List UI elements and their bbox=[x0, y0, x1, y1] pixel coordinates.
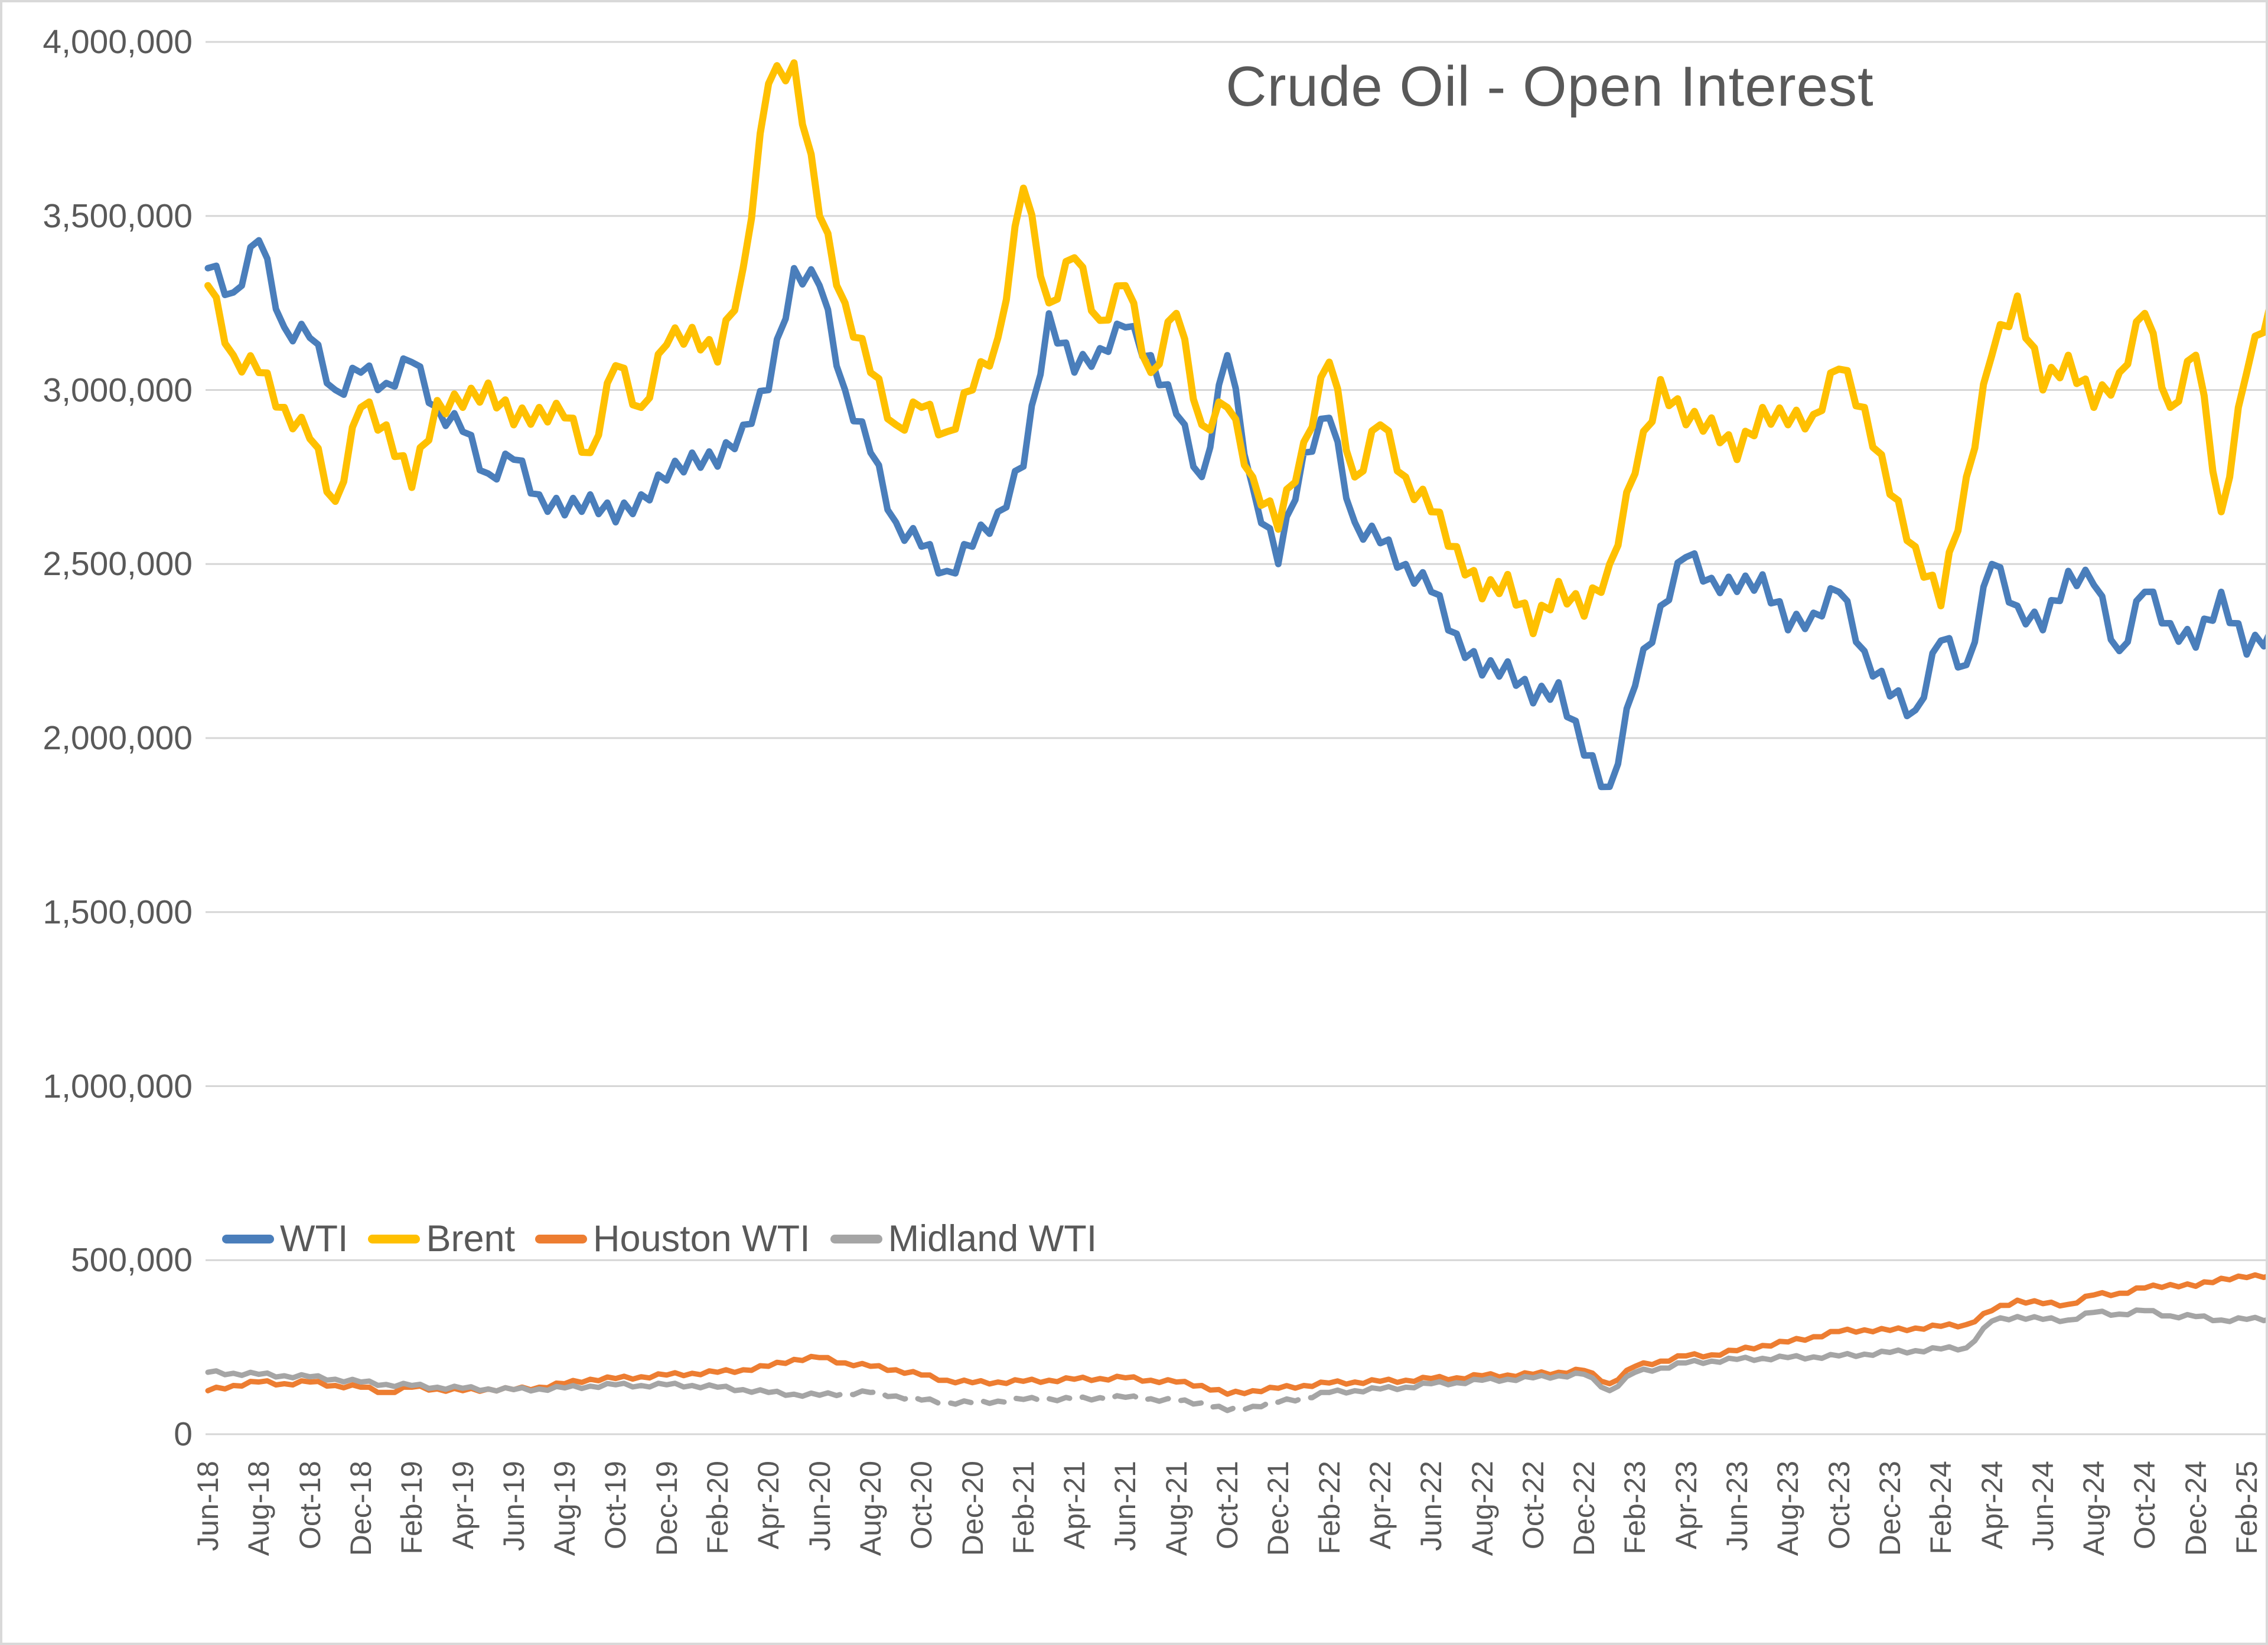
x-axis-tick-label: Dec-23 bbox=[1873, 1461, 1907, 1556]
series-lines bbox=[204, 59, 2266, 1414]
x-axis-tick-label: Apr-20 bbox=[752, 1461, 786, 1550]
x-axis-tick-label: Jun-24 bbox=[2026, 1461, 2060, 1551]
x-axis-tick-label: Oct-23 bbox=[1822, 1461, 1856, 1550]
y-axis-tick-label: 0 bbox=[174, 1415, 193, 1453]
series-line-midland-wti bbox=[205, 1368, 823, 1399]
x-axis-tick-label: Aug-23 bbox=[1771, 1461, 1805, 1556]
y-axis-tick-label: 1,000,000 bbox=[43, 1067, 193, 1105]
legend-swatch-icon bbox=[368, 1234, 421, 1243]
legend-label: Midland WTI bbox=[888, 1218, 1097, 1259]
legend: WTI Brent Houston WTI Midland WTI bbox=[222, 1218, 1117, 1260]
y-axis-tick-label: 3,000,000 bbox=[43, 371, 193, 409]
x-axis-tick-label: Oct-24 bbox=[2128, 1461, 2162, 1550]
series-line-brent bbox=[204, 59, 2266, 638]
legend-label: WTI bbox=[280, 1218, 348, 1259]
y-axis-tick-label: 2,500,000 bbox=[43, 545, 193, 583]
legend-item-brent[interactable]: Brent bbox=[368, 1218, 515, 1260]
x-axis-tick-label: Jun-19 bbox=[497, 1461, 530, 1551]
x-axis-tick-label: Feb-23 bbox=[1618, 1461, 1652, 1555]
x-axis-tick-label: Feb-24 bbox=[1924, 1461, 1958, 1555]
x-axis-tick-label: Jun-20 bbox=[803, 1461, 836, 1551]
y-axis-tick-label: 4,000,000 bbox=[43, 23, 193, 61]
x-axis-tick-label: Apr-19 bbox=[446, 1461, 480, 1550]
x-axis-tick-label: Feb-25 bbox=[2230, 1461, 2263, 1555]
gridlines bbox=[206, 41, 2266, 1435]
x-axis-tick-label: Oct-18 bbox=[293, 1461, 327, 1550]
x-axis-tick-label: Apr-22 bbox=[1363, 1461, 1397, 1550]
x-axis-tick-label: Feb-19 bbox=[395, 1461, 429, 1555]
x-axis-tick-label: Oct-19 bbox=[599, 1461, 633, 1550]
x-axis-tick-label: Aug-20 bbox=[853, 1461, 887, 1556]
series-line-midland-wti bbox=[817, 1388, 1332, 1414]
x-axis-tick-label: Aug-19 bbox=[548, 1461, 582, 1556]
x-axis-tick-label: Feb-20 bbox=[701, 1461, 734, 1555]
legend-item-houston-wti[interactable]: Houston WTI bbox=[535, 1218, 810, 1260]
series-line-midland-wti bbox=[1327, 1307, 2266, 1396]
series-line-wti bbox=[204, 237, 2266, 791]
y-axis-tick-label: 2,000,000 bbox=[43, 719, 193, 757]
x-axis-tick-label: Jun-21 bbox=[1109, 1461, 1142, 1551]
y-axis-tick-label: 1,500,000 bbox=[43, 893, 193, 931]
x-axis-tick-label: Apr-24 bbox=[1975, 1461, 2009, 1550]
series-line-houston-wti bbox=[205, 1272, 2266, 1397]
y-axis-tick-label: 3,500,000 bbox=[43, 197, 193, 235]
legend-label: Houston WTI bbox=[593, 1218, 810, 1259]
legend-swatch-icon bbox=[830, 1234, 882, 1243]
x-axis-tick-label: Jun-23 bbox=[1720, 1461, 1754, 1551]
x-axis-tick-label: Dec-24 bbox=[2179, 1461, 2212, 1556]
x-axis-tick-label: Dec-20 bbox=[956, 1461, 989, 1556]
x-axis-tick-label: Aug-18 bbox=[242, 1461, 276, 1556]
legend-item-wti[interactable]: WTI bbox=[222, 1218, 348, 1260]
x-axis-tick-label: Jun-18 bbox=[191, 1461, 224, 1551]
legend-swatch-icon bbox=[535, 1234, 588, 1243]
x-axis-tick-label: Oct-22 bbox=[1516, 1461, 1550, 1550]
x-axis-tick-label: Apr-21 bbox=[1058, 1461, 1091, 1550]
x-axis-tick-label: Aug-24 bbox=[2077, 1461, 2111, 1556]
legend-item-midland-wti[interactable]: Midland WTI bbox=[830, 1218, 1097, 1260]
x-axis-tick-label: Dec-21 bbox=[1262, 1461, 1295, 1556]
x-axis-tick-label: Dec-22 bbox=[1568, 1461, 1601, 1556]
x-axis-tick-label: Dec-19 bbox=[650, 1461, 683, 1556]
x-axis-tick-label: Oct-20 bbox=[905, 1461, 939, 1550]
x-axis-tick-label: Aug-21 bbox=[1159, 1461, 1193, 1556]
chart-title: Crude Oil - Open Interest bbox=[1226, 55, 1874, 118]
x-axis-tick-label: Aug-22 bbox=[1465, 1461, 1499, 1556]
legend-swatch-icon bbox=[222, 1234, 274, 1243]
x-axis-tick-label: Feb-22 bbox=[1312, 1461, 1346, 1555]
legend-label: Brent bbox=[426, 1218, 516, 1259]
x-axis-tick-label: Oct-21 bbox=[1211, 1461, 1244, 1550]
y-axis-tick-label: 500,000 bbox=[70, 1241, 193, 1280]
x-axis-tick-label: Jun-22 bbox=[1415, 1461, 1448, 1551]
x-axis-tick-label: Dec-18 bbox=[344, 1461, 377, 1556]
x-axis-tick-label: Feb-21 bbox=[1006, 1461, 1040, 1555]
x-axis-tick-label: Apr-23 bbox=[1669, 1461, 1703, 1550]
